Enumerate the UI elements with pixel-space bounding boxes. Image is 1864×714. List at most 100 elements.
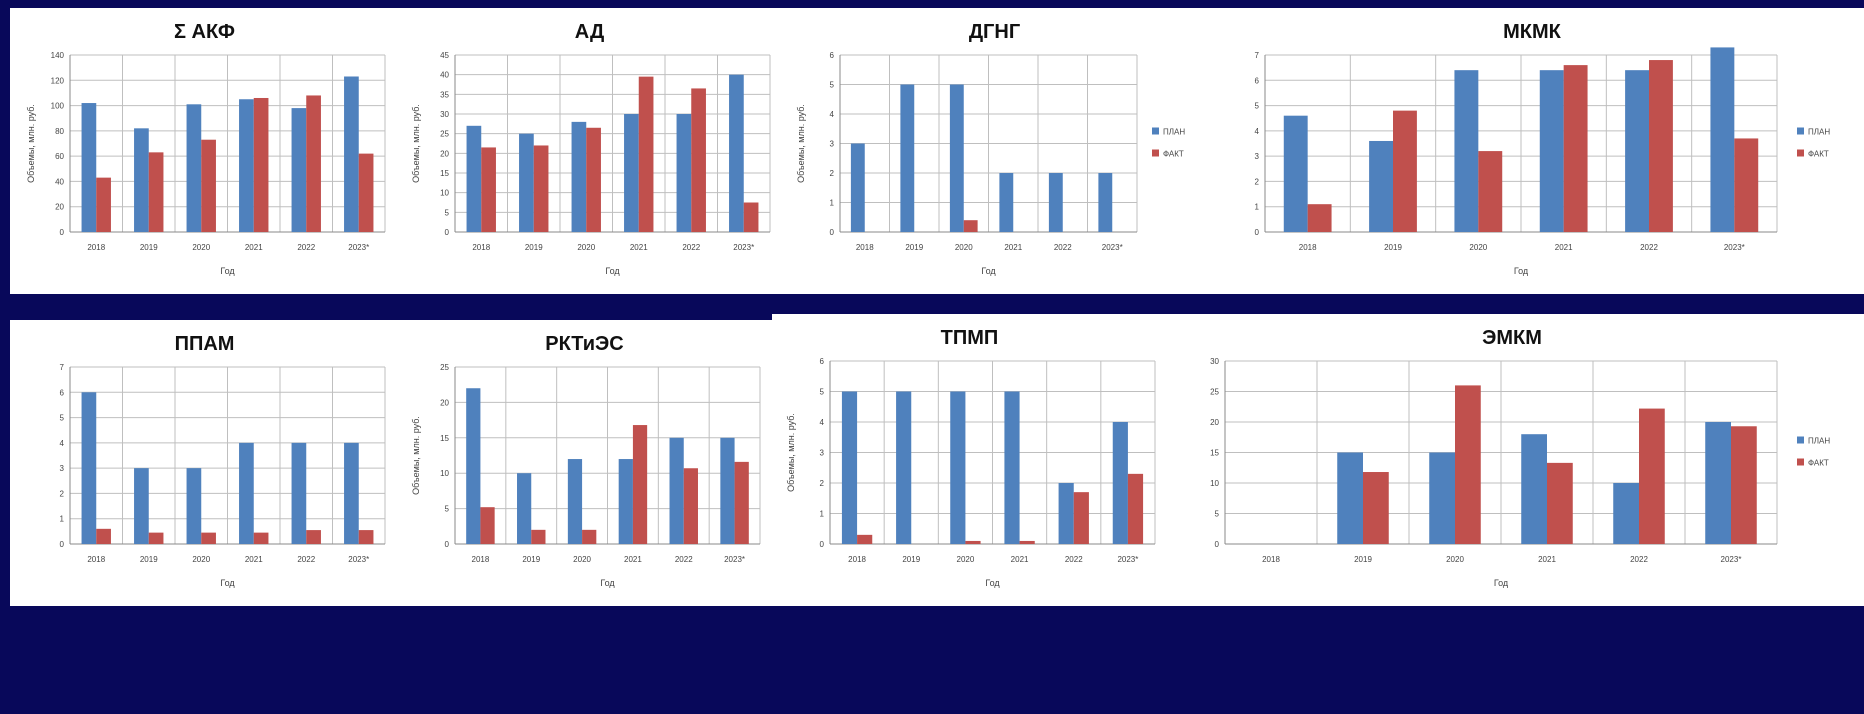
legend-label-fact: ФАКТ	[1163, 150, 1184, 159]
y-tick-label: 45	[440, 51, 449, 60]
bar-plan-2023*	[1098, 173, 1113, 232]
bar-plan-2021	[1539, 70, 1564, 232]
y-tick-label: 6	[60, 388, 65, 397]
bar-plan-2022	[1613, 483, 1639, 544]
y-tick-label: 5	[1255, 102, 1260, 111]
bar-plan-2022	[1058, 483, 1074, 544]
bar-fact-2020	[586, 127, 601, 232]
bar-plan-2020	[571, 121, 587, 232]
y-tick-label: 4	[60, 439, 65, 448]
chart-3: ДГНГ 0 1 2 3 4 5 6 2018 2019 2020 2021 2022 2023* Год О…	[796, 21, 1185, 276]
x-axis-label: Год	[220, 578, 235, 588]
y-tick-label: 2	[820, 479, 825, 488]
x-axis-label: Год	[1494, 578, 1509, 588]
bar-fact-2019	[1363, 472, 1389, 544]
y-tick-label: 1	[1255, 203, 1260, 212]
x-tick-label: 2021	[624, 555, 642, 564]
x-tick-label: 2022	[1630, 555, 1648, 564]
y-tick-label: 40	[55, 177, 64, 186]
y-tick-label: 15	[1210, 449, 1219, 458]
chart-4: МКМК 0 1 2 3 4 5 6 7 2018 2019 2020 2021 2022 2023* Год…	[1255, 21, 1831, 276]
x-tick-label: 2021	[1011, 555, 1029, 564]
legend-label-fact: ФАКТ	[1808, 150, 1829, 159]
bar-fact-2020	[963, 220, 978, 232]
bar-fact-2018	[481, 147, 496, 232]
bar-plan-2022	[291, 442, 307, 544]
y-tick-label: 35	[440, 90, 449, 99]
bar-plan-2018	[81, 103, 97, 233]
x-tick-label: 2022	[1054, 243, 1072, 252]
x-tick-label: 2020	[955, 243, 973, 252]
x-tick-label: 2023*	[348, 555, 369, 564]
y-tick-label: 20	[440, 398, 449, 407]
y-tick-label: 5	[445, 208, 450, 217]
legend-swatch-fact	[1152, 149, 1159, 157]
y-tick-label: 1	[830, 199, 835, 208]
chart-title: РКТиЭС	[545, 333, 623, 355]
x-tick-label: 2018	[472, 243, 490, 252]
y-tick-label: 25	[1210, 388, 1219, 397]
x-tick-label: 2023*	[348, 243, 369, 252]
x-tick-label: 2018	[848, 555, 866, 564]
y-tick-label: 0	[1215, 540, 1220, 549]
y-tick-label: 20	[55, 203, 64, 212]
bar-fact-2021	[638, 76, 654, 232]
y-tick-label: 5	[60, 414, 65, 423]
x-tick-label: 2021	[245, 243, 263, 252]
y-tick-label: 3	[1255, 152, 1260, 161]
bar-fact-2021	[1563, 65, 1588, 232]
bar-plan-2021	[624, 114, 639, 232]
chart-8: ЭМКМ 0 5 10 15 20 25 30 2018 2019 2020 2021 2022 2023…	[1210, 327, 1830, 588]
bar-plan-2019	[517, 473, 532, 544]
chart-7: ТПМП 0 1 2 3 4 5 6 2018 2019 2020 2021 2022 2023* Год О…	[786, 327, 1156, 588]
bar-plan-2023*	[1710, 47, 1735, 232]
y-tick-label: 30	[1210, 357, 1219, 366]
y-tick-label: 10	[440, 469, 449, 478]
x-tick-label: 2020	[1446, 555, 1464, 564]
bar-plan-2021	[618, 459, 633, 544]
x-tick-label: 2020	[957, 555, 975, 564]
y-tick-label: 10	[1210, 479, 1219, 488]
y-tick-label: 30	[440, 110, 449, 119]
x-tick-label: 2021	[1555, 243, 1573, 252]
y-tick-label: 60	[55, 152, 64, 161]
bar-plan-2023*	[729, 74, 744, 233]
bar-plan-2023*	[1112, 422, 1128, 544]
x-tick-label: 2020	[192, 243, 210, 252]
legend-swatch-plan	[1797, 127, 1804, 135]
x-tick-label: 2023*	[1721, 555, 1742, 564]
x-tick-label: 2019	[1384, 243, 1402, 252]
legend-label-plan: ПЛАН	[1808, 437, 1830, 446]
y-tick-label: 80	[55, 127, 64, 136]
x-tick-label: 2021	[630, 243, 648, 252]
bar-plan-2018	[466, 125, 482, 232]
y-axis-label: Объемы, млн. руб.	[786, 413, 796, 492]
bar-fact-2022	[1073, 492, 1089, 544]
bar-fact-2022	[306, 530, 321, 544]
y-tick-label: 2	[830, 169, 835, 178]
bar-plan-2018	[841, 391, 858, 544]
y-tick-label: 5	[445, 505, 450, 514]
y-tick-label: 20	[440, 149, 449, 158]
x-tick-label: 2023*	[733, 243, 754, 252]
chart-6: РКТиЭС 0 5 10 15 20 25 2018 2019 2020 2021 2022 2023…	[411, 333, 761, 588]
x-tick-label: 2019	[140, 555, 158, 564]
bar-plan-2020	[1454, 70, 1479, 232]
bar-plan-2023*	[344, 76, 359, 232]
bar-fact-2019	[1393, 110, 1417, 232]
bar-fact-2021	[1019, 540, 1035, 544]
bar-fact-2018	[96, 177, 111, 232]
bar-plan-2022	[1048, 173, 1063, 232]
bar-plan-2023*	[1705, 422, 1731, 544]
chart-title: Σ АКФ	[174, 21, 235, 43]
bar-plan-2020	[186, 468, 202, 544]
x-tick-label: 2019	[522, 555, 540, 564]
bar-fact-2019	[531, 529, 546, 544]
x-tick-label: 2018	[472, 555, 490, 564]
y-tick-label: 0	[60, 540, 65, 549]
bar-fact-2022	[1639, 408, 1665, 544]
bar-fact-2023*	[358, 153, 374, 232]
bar-fact-2019	[148, 532, 164, 544]
bar-plan-2018	[466, 388, 481, 544]
y-tick-label: 25	[440, 130, 449, 139]
